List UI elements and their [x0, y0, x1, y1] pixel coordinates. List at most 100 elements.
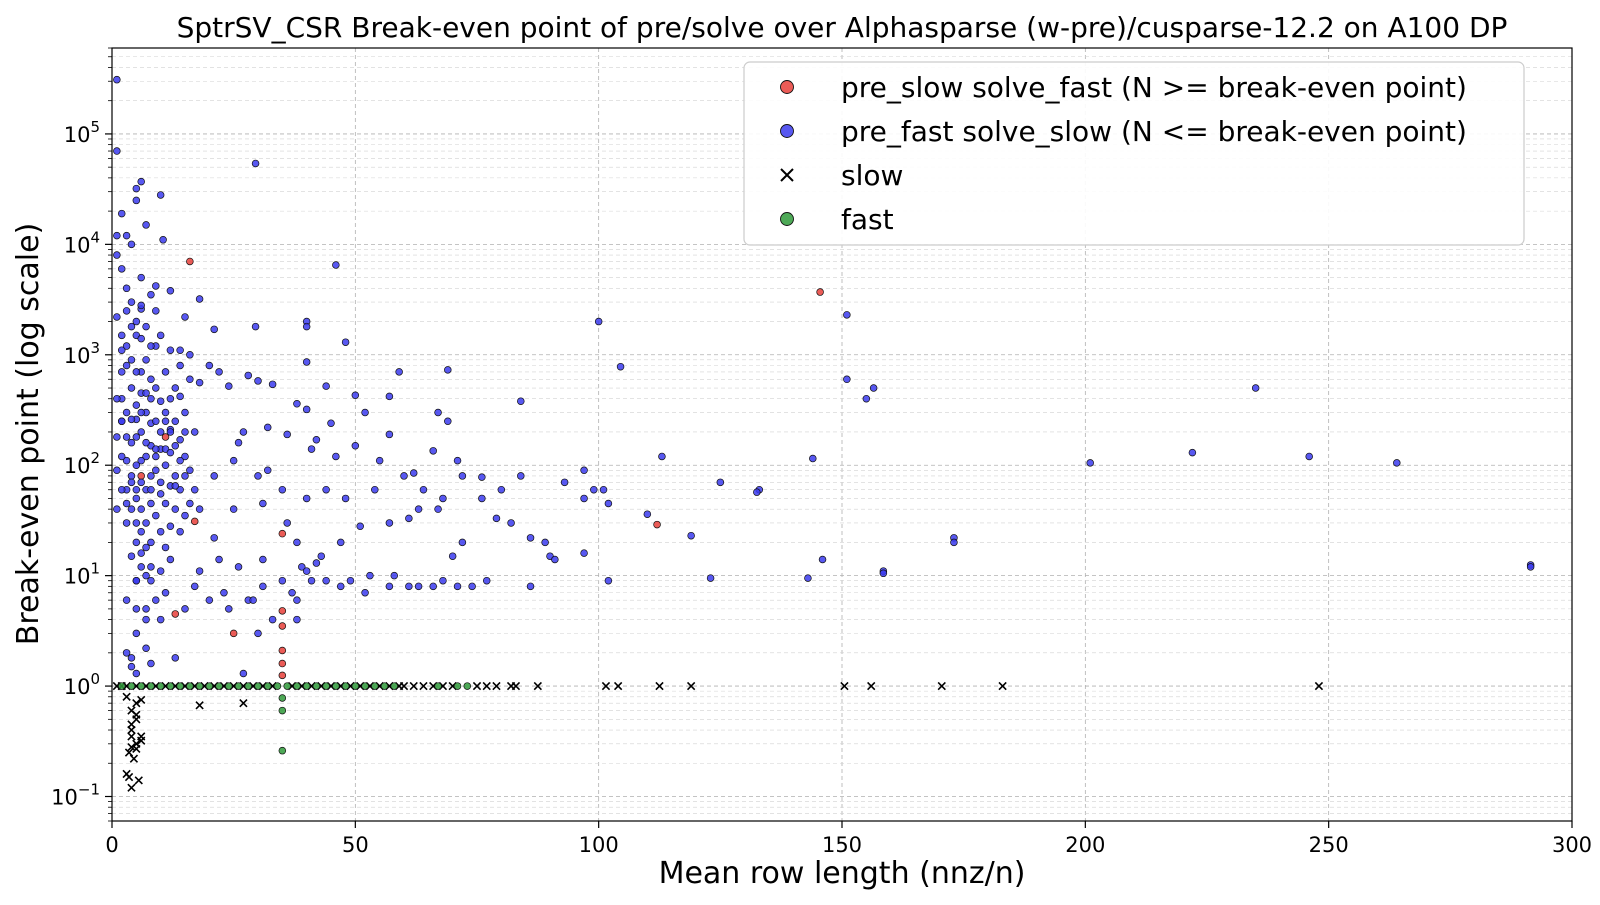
- data-point: [804, 574, 812, 582]
- data-point: [492, 681, 501, 691]
- data-point: [161, 368, 170, 376]
- data-point: [142, 644, 150, 653]
- data-point: [816, 288, 824, 296]
- data-point: [655, 681, 664, 691]
- chart-title: SptrSV_CSR Break-even point of pre/solve…: [177, 11, 1508, 44]
- data-point: [371, 485, 379, 494]
- data-point: [604, 499, 613, 508]
- data-point: [132, 401, 141, 409]
- data-point: [132, 433, 141, 441]
- data-point: [380, 682, 389, 690]
- series-1: [113, 75, 1535, 678]
- data-point: [492, 514, 501, 523]
- data-point: [229, 629, 238, 638]
- data-point: [869, 384, 878, 392]
- data-point: [322, 682, 330, 690]
- data-point: [283, 430, 291, 439]
- data-point: [190, 485, 199, 494]
- data-point: [278, 485, 287, 494]
- data-point: [302, 358, 311, 366]
- data-point: [686, 681, 696, 691]
- data-point: [409, 469, 418, 477]
- data-point: [867, 681, 876, 691]
- data-point: [166, 287, 175, 295]
- data-point: [312, 559, 321, 567]
- legend: pre_slow solve_fast (N >= break-even poi…: [743, 61, 1525, 246]
- data-point: [643, 510, 652, 518]
- data-point: [152, 417, 160, 426]
- data-point: [351, 442, 360, 450]
- data-point: [385, 582, 394, 591]
- data-point: [526, 534, 535, 542]
- data-point: [113, 147, 121, 155]
- data-point: [137, 549, 145, 557]
- data-point: [278, 746, 287, 755]
- data-point: [181, 452, 189, 461]
- data-point: [113, 394, 121, 403]
- data-point: [405, 582, 413, 591]
- data-point: [234, 438, 243, 447]
- data-point: [152, 511, 160, 520]
- data-point: [998, 681, 1007, 691]
- data-point: [278, 671, 287, 680]
- series-3: [117, 682, 472, 755]
- data-point: [117, 265, 126, 273]
- data-point: [1314, 681, 1324, 691]
- data-point: [937, 681, 946, 691]
- data-point: [147, 342, 155, 350]
- y-tick-label: 102: [64, 449, 100, 478]
- data-point: [152, 452, 160, 461]
- data-point: [132, 605, 141, 613]
- x-tick-label: 100: [579, 833, 619, 857]
- data-point: [156, 331, 165, 340]
- data-point: [122, 284, 131, 293]
- data-point: [171, 442, 180, 450]
- data-point: [127, 478, 136, 487]
- data-point: [259, 582, 267, 591]
- data-point: [341, 338, 350, 346]
- data-point: [122, 361, 131, 370]
- data-point: [273, 682, 282, 690]
- data-point: [181, 605, 189, 613]
- data-point: [122, 231, 131, 240]
- data-point: [156, 191, 165, 199]
- data-point: [195, 295, 204, 303]
- data-point: [249, 596, 257, 604]
- data-point: [239, 428, 248, 436]
- data-point: [127, 742, 136, 752]
- y-tick-label: 105: [64, 118, 100, 147]
- data-point: [176, 436, 184, 444]
- data-point: [613, 681, 623, 691]
- data-point: [113, 505, 121, 513]
- data-point: [181, 428, 189, 436]
- legend-marker: [780, 212, 794, 226]
- data-point: [390, 682, 399, 690]
- data-point: [263, 682, 272, 690]
- data-point: [137, 428, 145, 436]
- data-point: [137, 695, 146, 705]
- data-point: [414, 505, 423, 513]
- data-point: [137, 732, 146, 741]
- data-point: [176, 527, 184, 536]
- data-point: [312, 682, 321, 690]
- data-point: [176, 456, 184, 465]
- data-point: [113, 231, 121, 240]
- data-point: [526, 582, 535, 591]
- data-point: [361, 408, 369, 417]
- data-point: [809, 454, 817, 463]
- data-point: [395, 368, 403, 376]
- y-axis-label: Break-even point (log scale): [11, 223, 46, 646]
- data-point: [166, 555, 175, 564]
- x-tick-label: 200: [1065, 833, 1105, 857]
- data-point: [205, 596, 214, 604]
- y-tick-label: 104: [64, 228, 100, 257]
- data-point: [122, 307, 131, 315]
- data-point: [307, 576, 316, 585]
- data-point: [478, 494, 486, 503]
- data-point: [263, 423, 272, 432]
- data-point: [142, 519, 150, 527]
- data-point: [414, 582, 423, 591]
- data-point: [142, 605, 150, 613]
- data-point: [405, 514, 413, 523]
